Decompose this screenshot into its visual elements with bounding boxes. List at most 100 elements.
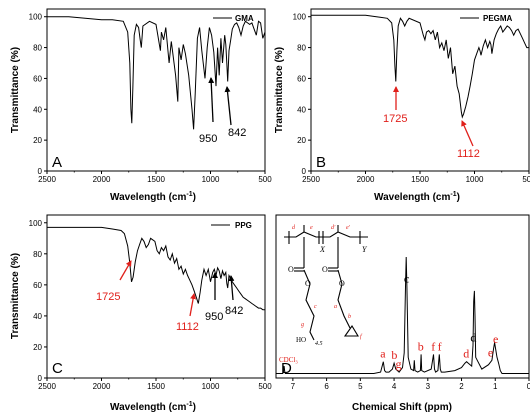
x-tick-label: 500 [258,382,272,391]
end-group: HO [296,336,306,344]
x-tick-label: 2000 [93,382,111,391]
x-tick-label: 3 [426,382,431,391]
nmr-peak-label: c [404,272,409,286]
structure-label: e' [346,225,351,231]
y-tick-label: 20 [33,343,42,352]
tick-group: 2500 2000 1500 1000 500 0 20 40 60 80 100 [29,13,273,184]
peak-annotation-1112: 1112 [176,321,199,333]
y-tick-label: 0 [38,374,43,383]
panel-letter: D [281,360,292,377]
plot-frame [46,8,266,172]
peak-annotation-950: 950 [199,133,217,145]
epoxide-ring [343,324,359,337]
legend-label: PEGMA [483,14,513,23]
y-tick-label: 60 [33,74,42,83]
nmr-peak-label: b [418,339,424,353]
tick-group: 2500 2000 1500 1000 500 0 20 40 60 80 100 [293,13,530,184]
arrow-842 [224,86,232,126]
structure-label: c [314,304,317,310]
peak-annotation-950: 950 [205,311,223,323]
spectrum-line-gma [47,16,266,130]
backbone-bond [284,231,368,238]
structure-label: g [301,322,304,328]
subscript-x: X [319,245,326,254]
x-tick-label: 4 [392,382,397,391]
peak-annotation-1112: 1112 [457,148,480,160]
y-tick-label: 40 [297,105,306,114]
x-tick-label: 1500 [147,382,165,391]
subscript-y: Y [362,245,368,254]
panel-a: 2500 2000 1500 1000 500 0 20 40 60 80 100 GMA A Tr… [10,8,273,203]
x-tick-label: 1000 [466,175,484,184]
y-tick-label: 40 [33,105,42,114]
atom-o: O [305,279,311,288]
x-tick-label: 1500 [147,175,165,184]
structure-label: d' [331,225,336,231]
arrow-950 [208,77,215,123]
panel-letter: A [52,154,62,171]
arrow-1112 [461,120,474,147]
y-tick-label: 0 [38,167,43,176]
tick-group: 7 6 5 4 3 2 1 0 [291,378,530,391]
y-tick-label: 100 [29,13,43,22]
peak-annotation-842: 842 [225,305,243,317]
x-tick-label: 1500 [411,175,429,184]
x-tick-label: 2500 [302,175,320,184]
nmr-peak-label: e [488,345,493,359]
y-tick-label: 20 [297,136,306,145]
y-tick-label: 40 [33,312,42,321]
y-tick-label: 80 [33,250,42,259]
arrow-842 [228,275,235,301]
y-axis-title: Transmittance (%) [10,253,21,339]
arrow-1112 [189,293,197,317]
y-axis-title: Transmittance (%) [274,47,285,133]
arrow-1725 [119,260,132,281]
subscript-4-5: 4.5 [315,340,323,347]
x-tick-label: 5 [358,382,363,391]
nmr-peak-label: b [391,348,397,362]
y-tick-label: 100 [293,13,307,22]
x-tick-label: 2500 [38,382,56,391]
peak-annotation-1725: 1725 [96,291,120,303]
spectrum-line-pegma [311,14,529,119]
y-tick-label: 80 [297,44,306,53]
x-tick-label: 2000 [93,175,111,184]
nmr-peak-label: e [493,332,498,346]
x-tick-label: 2000 [357,175,375,184]
nmr-peak-label: d [463,347,469,361]
y-tick-label: 100 [29,219,43,228]
x-tick-label: 2500 [38,175,56,184]
x-tick-label: 2 [459,382,464,391]
x-tick-label: 1 [493,382,498,391]
panel-c: 2500 2000 1500 1000 500 0 20 40 60 80 100 PPG C Tr… [10,214,272,413]
peg-chain [303,269,315,341]
x-tick-label: 500 [522,175,530,184]
y-tick-label: 0 [302,167,307,176]
x-tick-label: 7 [291,382,296,391]
panel-letter: B [316,154,326,171]
nmr-peak-label: f [431,339,435,353]
peak-annotation-842: 842 [228,127,246,139]
y-tick-label: 80 [33,44,42,53]
y-tick-label: 60 [297,74,306,83]
legend-label: GMA [235,14,254,23]
atom-o: O [322,265,328,274]
nmr-peak-label: f [438,339,442,353]
glycidyl-chain [337,269,351,329]
x-axis-title: Wavelength (cm-1) [110,191,196,203]
chemical-structure [284,225,368,341]
x-axis-title: Wavelength (cm-1) [110,401,196,413]
atom-o: O [288,265,294,274]
x-tick-label: 500 [258,175,272,184]
structure-label: a [334,304,337,310]
x-tick-label: 1000 [202,382,220,391]
legend-label: PPG [235,221,252,230]
spectrum-line-ppg [47,226,265,311]
solvent-label: CDCl₃ [279,356,298,364]
plot-frame [275,214,530,379]
nmr-peak-label: d [470,331,476,345]
